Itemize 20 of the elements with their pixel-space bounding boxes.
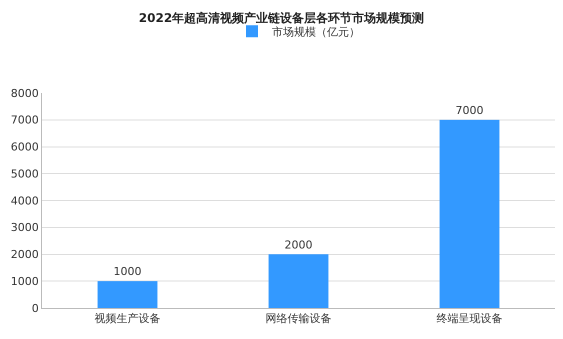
legend-label: 市场规模（亿元） <box>272 25 360 38</box>
bar <box>440 120 500 308</box>
bar <box>268 254 328 308</box>
y-tick-label: 2000 <box>10 248 39 262</box>
y-tick-label: 4000 <box>10 194 39 208</box>
y-tick-label: 0 <box>32 302 39 315</box>
y-tick-label: 6000 <box>10 140 39 154</box>
data-label: 1000 <box>114 265 142 278</box>
y-tick-label: 5000 <box>10 167 39 180</box>
chart-title: 2022年超高清视频产业链设备层各环节市场规模预测 <box>138 10 424 25</box>
y-tick-label: 3000 <box>10 221 39 234</box>
x-tick-label: 视频生产设备 <box>94 312 160 326</box>
data-label: 2000 <box>284 238 312 252</box>
y-tick-label: 7000 <box>10 114 39 127</box>
y-tick-label: 1000 <box>10 274 39 288</box>
y-tick-label: 8000 <box>10 86 39 100</box>
x-tick-label: 终端呈现设备 <box>436 312 502 326</box>
data-label: 7000 <box>456 104 484 117</box>
x-tick-label: 网络传输设备 <box>266 312 332 326</box>
bar <box>98 281 158 308</box>
